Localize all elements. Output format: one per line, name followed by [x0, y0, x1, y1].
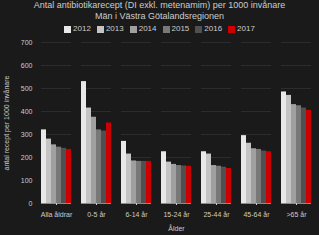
svg-text:0-5 år: 0-5 år: [87, 211, 106, 218]
svg-text:antal recept per 1000 invånare: antal recept per 1000 invånare: [3, 75, 11, 170]
svg-text:100: 100: [21, 177, 33, 184]
svg-text:200: 200: [21, 154, 33, 161]
svg-text:300: 300: [21, 131, 33, 138]
svg-text:600: 600: [21, 62, 33, 69]
svg-text:500: 500: [21, 85, 33, 92]
html-text:2015: 2015: [171, 24, 190, 33]
html-text:2013: 2013: [105, 24, 124, 33]
svg-text:Ålder: Ålder: [168, 224, 185, 232]
svg-text:6-14 år: 6-14 år: [125, 211, 148, 218]
html-text:2016: 2016: [204, 24, 223, 33]
html-text:2014: 2014: [138, 24, 157, 33]
svg-text:0: 0: [29, 200, 33, 207]
svg-text:400: 400: [21, 108, 33, 115]
html-text:Män i Västra Götalandsregionen: Män i Västra Götalandsregionen: [95, 11, 224, 21]
svg-text:>65 år: >65 år: [286, 211, 307, 218]
svg-text:700: 700: [21, 39, 33, 46]
html-text:Antal antibiotikarecept (DI ex: Antal antibiotikarecept (DI exkl. metena…: [33, 0, 286, 10]
svg-text:25-44 år: 25-44 år: [203, 211, 230, 218]
svg-text:15-24 år: 15-24 år: [163, 211, 190, 218]
html-text:2017: 2017: [237, 24, 255, 33]
svg-text:Alla åldrar: Alla åldrar: [41, 211, 73, 218]
html-text:2012: 2012: [73, 24, 91, 33]
svg-text:45-64 år: 45-64 år: [243, 211, 270, 218]
